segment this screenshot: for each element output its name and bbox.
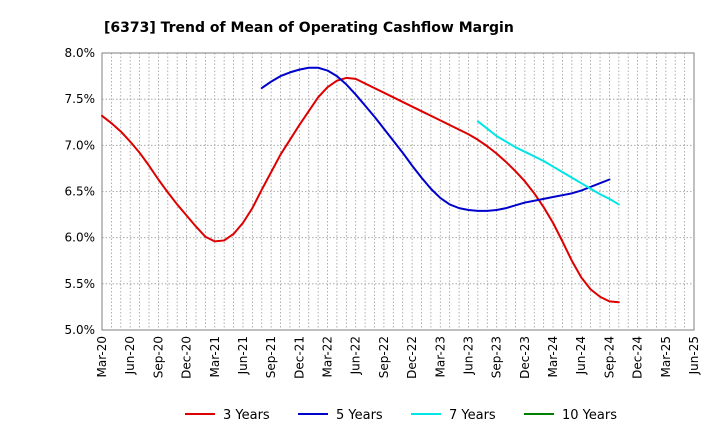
axes: 5.0% 5.5% 6.0% 6.5% 7.0% 7.5% 8.0% Mar-20 Jun-20… [65,46,702,379]
x-tick-label: Dec-23 [518,336,532,379]
x-tick-label: Jun-23 [461,336,475,375]
y-tick-label: 7.5% [65,92,96,106]
legend-label: 7 Years [449,408,496,423]
x-tick-label: Dec-20 [180,336,194,379]
y-tick-label: 8.0% [65,46,96,60]
x-tick-label: Sep-22 [377,336,391,378]
legend-label: 10 Years [562,408,617,423]
legend: 3 Years 5 Years 7 Years 10 Years [185,408,617,423]
x-tick-label: Jun-20 [123,336,137,375]
y-tick-label: 5.0% [65,323,96,337]
x-tick-label: Sep-24 [602,336,616,378]
grid [102,53,694,330]
series-line-5-years [260,66,611,212]
series-line-7-years [476,120,620,206]
x-tick-label: Mar-21 [208,336,222,377]
legend-label: 3 Years [223,408,270,423]
series-lines [101,66,620,304]
x-tick-label: Mar-25 [659,336,673,377]
x-tick-label: Dec-24 [631,336,645,379]
x-tick-label: Jun-22 [349,336,363,375]
x-tick-label: Sep-21 [264,336,278,378]
y-tick-label: 6.5% [65,185,96,199]
x-tick-label: Sep-20 [151,336,165,378]
x-tick-label: Dec-21 [292,336,306,379]
legend-label: 5 Years [336,408,383,423]
plot-border [101,52,695,331]
y-tick-label: 7.0% [65,138,96,152]
series-line-3-years [101,76,620,304]
x-tick-label: Sep-23 [490,336,504,378]
x-tick-label: Jun-25 [687,336,701,375]
x-tick-label: Jun-24 [574,336,588,375]
x-tick-label: Mar-24 [546,336,560,377]
y-tick-label: 6.0% [65,231,96,245]
x-tick-label: Mar-20 [95,336,109,377]
y-tick-label: 5.5% [65,277,96,291]
x-tick-label: Mar-22 [321,336,335,377]
chart-title: [6373] Trend of Mean of Operating Cashfl… [104,20,514,36]
x-tick-label: Mar-23 [433,336,447,377]
x-tick-label: Jun-21 [236,336,250,375]
x-tick-label: Dec-22 [405,336,419,379]
